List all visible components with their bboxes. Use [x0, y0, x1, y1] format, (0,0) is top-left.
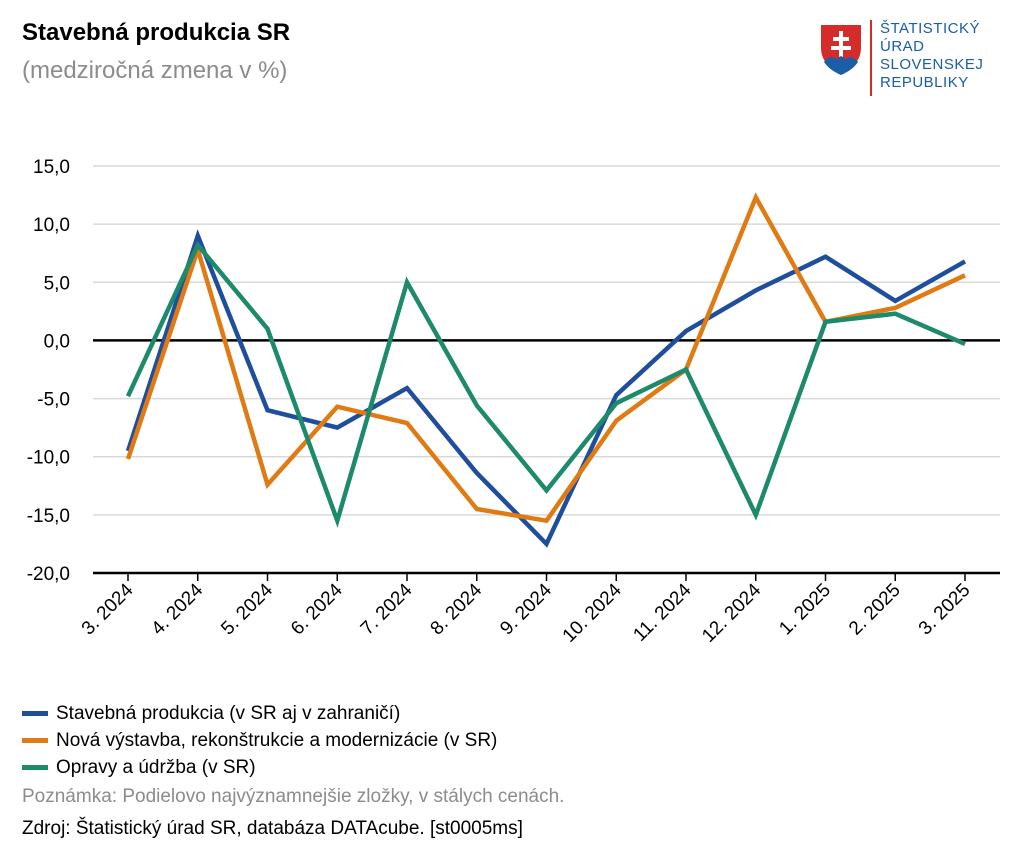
- legend-item: Nová výstavba, rekonštrukcie a modernizá…: [22, 727, 497, 754]
- legend-item: Stavebná produkcia (v SR aj v zahraničí): [22, 700, 497, 727]
- x-tick-label: 8. 2024: [427, 579, 487, 639]
- y-tick-label: 10,0: [33, 215, 70, 236]
- x-tick-label: 10. 2024: [559, 579, 626, 646]
- x-tick-label: 9. 2024: [496, 579, 556, 639]
- logo-line: SLOVENSKEJ: [880, 56, 984, 73]
- logo-divider: [870, 20, 872, 96]
- x-tick-label: 11. 2024: [629, 579, 695, 645]
- y-tick-label: -20,0: [27, 564, 70, 585]
- legend-label: Opravy a údržba (v SR): [56, 756, 256, 778]
- logo-line: ÚRAD: [880, 38, 925, 55]
- legend-swatch: [22, 765, 48, 770]
- x-tick-label: 6. 2024: [287, 579, 347, 639]
- series-line: [125, 192, 966, 524]
- y-tick-label: 5,0: [44, 273, 70, 294]
- series-line: [125, 240, 966, 528]
- y-tick-label: -10,0: [27, 448, 70, 469]
- susr-logo: ŠTATISTICKÝ ÚRAD SLOVENSKEJ REPUBLIKY: [818, 20, 1008, 100]
- chart-subtitle: (medziročná zmena v %): [22, 57, 288, 84]
- footnote: Poznámka: Podielovo najvýznamnejšie zlož…: [22, 786, 565, 807]
- x-tick-label: 3. 2025: [915, 580, 975, 640]
- legend: Stavebná produkcia (v SR aj v zahraničí)…: [22, 700, 497, 781]
- logo-text: ŠTATISTICKÝ ÚRAD SLOVENSKEJ REPUBLIKY: [880, 20, 983, 92]
- line-chart: 15,0 10,0 5,0 0,0 -5,0 -10,0 -15,0 -20,0 3. 2024…: [27, 157, 1000, 647]
- legend-item: Opravy a údržba (v SR): [22, 754, 497, 781]
- legend-swatch: [22, 738, 48, 743]
- chart-title: Stavebná produkcia SR: [22, 19, 291, 46]
- source-line: Zdroj: Štatistický úrad SR, databáza DAT…: [22, 818, 523, 839]
- x-tick-label: 1. 2025: [775, 580, 835, 640]
- x-tick-label: 4. 2024: [148, 579, 208, 639]
- x-tick-label: 5. 2024: [217, 579, 277, 639]
- legend-swatch: [22, 711, 48, 716]
- slovak-coat-of-arms-icon: [819, 23, 863, 76]
- legend-label: Nová výstavba, rekonštrukcie a modernizá…: [56, 729, 498, 751]
- series-line: [125, 229, 967, 548]
- y-tick-label: 0,0: [44, 331, 70, 352]
- x-tick-label: 12. 2024: [698, 579, 765, 646]
- x-tick-label: 7. 2024: [357, 579, 417, 639]
- x-tick-label: 3. 2024: [78, 579, 138, 639]
- y-tick-label: -15,0: [27, 506, 70, 527]
- logo-line: ŠTATISTICKÝ: [880, 20, 980, 37]
- y-tick-label: -5,0: [37, 390, 70, 411]
- legend-label: Stavebná produkcia (v SR aj v zahraničí): [56, 702, 401, 724]
- y-tick-label: 15,0: [33, 157, 70, 178]
- logo-line: REPUBLIKY: [880, 74, 969, 91]
- x-tick-label: 2. 2025: [845, 580, 905, 640]
